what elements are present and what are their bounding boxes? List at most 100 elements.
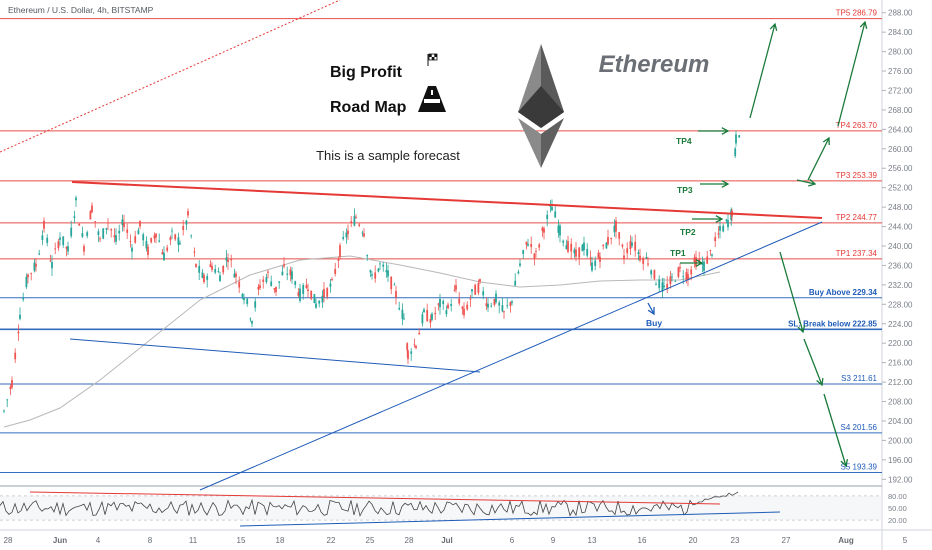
- candle-body: [30, 273, 33, 274]
- y-tick-label: 228.00: [888, 300, 913, 309]
- candle-body: [487, 303, 489, 308]
- candle-body: [275, 286, 277, 293]
- candle-body: [57, 241, 60, 249]
- candle-body: [62, 236, 65, 246]
- candle-body: [682, 276, 685, 278]
- candle-body: [75, 197, 77, 201]
- candle-body: [401, 309, 404, 319]
- candle-body: [43, 220, 45, 229]
- candle-body: [201, 272, 204, 278]
- x-tick-label: 9: [551, 536, 556, 545]
- flag-check: [431, 57, 435, 60]
- candle-body: [567, 241, 569, 252]
- tp-arrow-head: [721, 127, 730, 135]
- buy-arrow: [647, 302, 655, 315]
- candle-body: [195, 264, 197, 267]
- y-axis: 192.00 196.00 200.00 204.00 208.00 212.00 216.…: [882, 9, 913, 484]
- candle-body: [73, 216, 76, 218]
- candle-body: [602, 244, 605, 247]
- candle-body: [185, 220, 188, 225]
- candle-body: [331, 278, 333, 280]
- candle-body: [281, 271, 284, 276]
- forecast-arrow-down-head: [797, 325, 806, 334]
- candle-body: [469, 298, 472, 300]
- indicator-resistance-line: [29, 491, 721, 505]
- candle-body: [3, 410, 5, 412]
- candle-body: [514, 280, 517, 286]
- candle-body: [437, 303, 440, 305]
- forecast-arrow-down: [803, 338, 823, 386]
- tp-arrow-head: [715, 215, 724, 223]
- candle-body: [562, 240, 565, 243]
- candle-body: [257, 286, 260, 290]
- candle-body: [307, 289, 309, 292]
- y-tick-label: 192.00: [888, 475, 913, 484]
- candle-body: [315, 303, 317, 308]
- candle-body: [107, 222, 109, 224]
- forecast-arrow-up: [796, 179, 816, 185]
- candle-body: [541, 227, 544, 232]
- candle-body: [209, 264, 212, 267]
- candle-body: [642, 257, 645, 264]
- candle-body: [265, 277, 268, 283]
- x-tick-label: 4: [96, 536, 101, 545]
- candles: [3, 131, 741, 414]
- y-tick-label: 272.00: [888, 86, 913, 95]
- candle-body: [238, 281, 241, 288]
- x-tick-label: 16: [638, 536, 647, 545]
- header-line-1: Big Profit: [330, 64, 403, 81]
- chart-markers: TP1 TP2 TP3 TP4 Buy: [646, 136, 696, 328]
- candle-body: [471, 289, 473, 292]
- candle-body: [639, 255, 641, 261]
- y-tick-label: 200.00: [888, 436, 913, 445]
- candle-body: [503, 311, 505, 313]
- candle-body: [355, 217, 357, 219]
- candle-body: [735, 134, 737, 144]
- candle-body: [91, 205, 93, 213]
- candle-body: [703, 261, 705, 271]
- candle-body: [458, 298, 461, 304]
- road-icon: [418, 86, 446, 112]
- candle-body: [666, 283, 669, 290]
- candle-body: [455, 285, 457, 290]
- candle-body: [589, 257, 592, 259]
- candle-body: [41, 235, 44, 241]
- candle-body: [171, 230, 173, 232]
- candle-body: [535, 251, 537, 252]
- candle-body: [337, 259, 340, 261]
- candle-body: [115, 235, 117, 242]
- candle-body: [597, 252, 600, 259]
- forecast-arrow-up-head: [822, 136, 830, 146]
- candle-body: [623, 255, 625, 259]
- candle-body: [339, 245, 341, 258]
- candle-body: [222, 265, 225, 273]
- candle-body: [54, 248, 57, 250]
- candle-body: [126, 229, 129, 233]
- candle-body: [243, 297, 245, 301]
- candle-body: [570, 243, 573, 252]
- dotted-channel-line: [0, 0, 341, 153]
- moving-average-line: [3, 255, 721, 428]
- y-tick-label: 256.00: [888, 164, 913, 173]
- candle-body: [241, 293, 244, 297]
- candle-body: [305, 285, 308, 289]
- ethereum-heading: Ethereum: [599, 51, 710, 78]
- candle-body: [246, 298, 249, 304]
- forecast-arrow-down-head: [816, 377, 824, 387]
- candle-body: [714, 236, 717, 242]
- candle-body: [511, 301, 513, 303]
- eth-bottom-right: [541, 118, 564, 168]
- tp-arrow-head: [721, 180, 730, 188]
- x-tick-label: 22: [327, 536, 336, 545]
- y-tick-label: 240.00: [888, 242, 913, 251]
- candle-body: [431, 313, 433, 320]
- candle-body: [385, 270, 388, 273]
- candle-body: [546, 214, 549, 220]
- candle-body: [522, 250, 525, 254]
- candle-body: [429, 318, 432, 323]
- y-tick-label: 276.00: [888, 67, 913, 76]
- candle-body: [415, 345, 417, 348]
- candle-body: [361, 232, 364, 234]
- candle-body: [525, 241, 528, 245]
- candle-body: [225, 257, 228, 261]
